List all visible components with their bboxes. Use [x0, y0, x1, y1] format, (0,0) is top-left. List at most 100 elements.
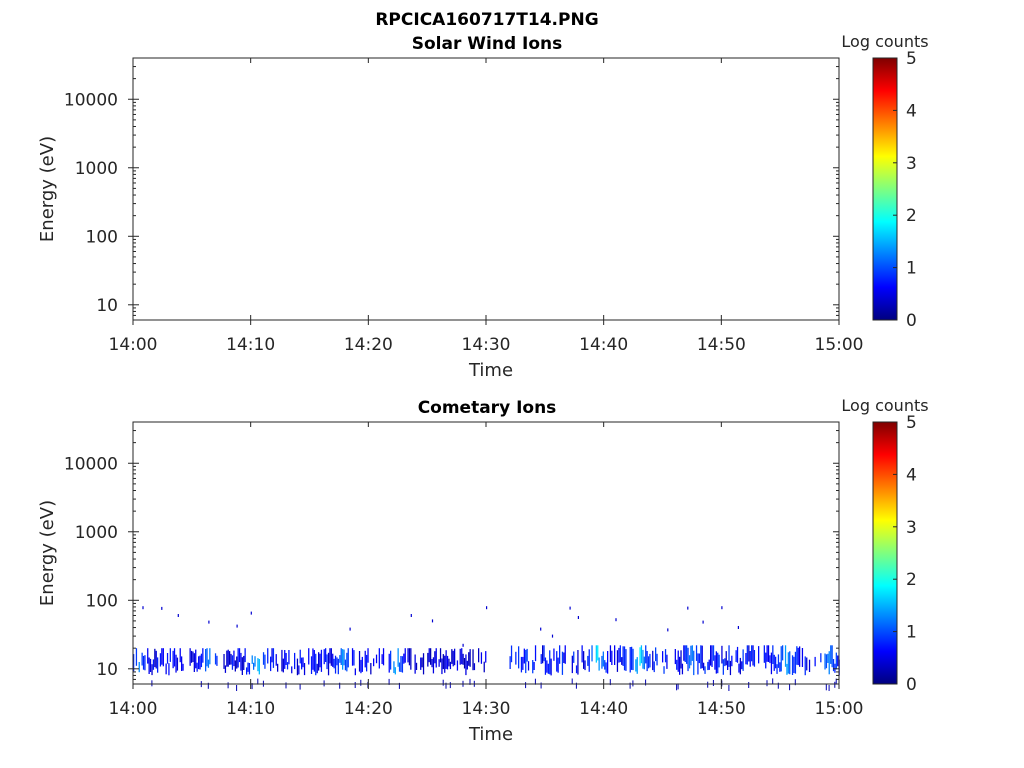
count-cell [179, 648, 181, 663]
count-cell [649, 653, 651, 668]
count-cell [827, 653, 829, 663]
count-cell [310, 656, 313, 674]
count-cell [141, 652, 143, 666]
count-cell [712, 645, 715, 661]
colorbar-tick-label: 0 [906, 311, 917, 331]
colorbar-tick-label: 5 [906, 49, 917, 69]
count-cell [422, 653, 425, 675]
x-axis-label: Time [468, 724, 513, 745]
y-axis: 10 100 1000 10000 [64, 421, 839, 685]
colorbar-frame [872, 57, 898, 321]
count-cell [619, 645, 621, 663]
count-cell [828, 685, 830, 691]
count-cell [257, 678, 259, 685]
count-cell [718, 654, 720, 668]
count-cell [285, 682, 287, 689]
count-cell [390, 650, 392, 670]
count-cell [142, 655, 145, 670]
count-cell [193, 653, 195, 672]
count-cell [525, 682, 527, 689]
spectrogram-area [133, 606, 840, 691]
count-cell [687, 647, 689, 672]
count-cell [680, 650, 682, 669]
count-cell [272, 648, 275, 668]
count-cell [257, 658, 259, 672]
colorbar-tick-label: 0 [906, 675, 917, 695]
count-cell [463, 658, 466, 669]
count-dot [161, 606, 163, 610]
count-cell [749, 651, 751, 667]
count-cell [462, 653, 464, 665]
count-cell [573, 651, 575, 663]
count-cell [285, 653, 287, 665]
count-cell [452, 650, 454, 667]
y-axis-label: Energy (eV) [37, 500, 58, 606]
count-cell [695, 645, 698, 661]
count-cell [378, 648, 380, 669]
count-cell [830, 645, 832, 664]
count-cell [382, 648, 385, 666]
count-cell [542, 645, 544, 664]
count-cell [794, 679, 796, 686]
count-dot [177, 614, 179, 617]
count-cell [518, 646, 520, 669]
count-cell [547, 663, 549, 674]
count-cell [703, 662, 705, 671]
count-cell [148, 657, 150, 674]
count-cell [375, 654, 378, 664]
x-tick-label: 14:40 [579, 699, 628, 719]
count-dot [349, 627, 351, 631]
count-cell [465, 654, 467, 676]
count-dot [737, 626, 739, 629]
count-cell [643, 656, 645, 670]
count-cell [478, 648, 480, 663]
count-cell [780, 646, 782, 672]
count-cell [469, 649, 471, 667]
count-cell [192, 651, 194, 662]
count-cell [161, 648, 163, 665]
count-cell [354, 668, 356, 676]
count-cell [254, 656, 256, 667]
count-cell [763, 645, 765, 663]
count-cell [485, 651, 487, 663]
count-cell [549, 650, 551, 675]
count-cell [334, 655, 337, 674]
count-cell [766, 680, 768, 687]
count-cell [162, 648, 164, 667]
x-axis: 14:00 14:10 14:20 14:30 14:40 14:50 15:00 [109, 58, 864, 355]
count-cell [575, 682, 577, 689]
count-cell [318, 652, 320, 671]
count-dot [687, 606, 689, 610]
count-cell [133, 654, 135, 672]
y-tick-label: 1000 [75, 523, 118, 543]
count-cell [794, 651, 797, 674]
y-tick-label: 1000 [75, 159, 118, 179]
count-cell [288, 650, 290, 665]
colorbar-label: Log counts [841, 32, 928, 51]
count-cell [777, 654, 780, 668]
count-cell [674, 649, 676, 665]
count-cell [316, 663, 318, 674]
count-cell [686, 645, 688, 664]
count-cell [181, 656, 183, 671]
count-cell [298, 665, 300, 675]
colorbar-tick-label: 4 [906, 101, 917, 121]
count-cell [430, 648, 432, 665]
count-cell [835, 678, 837, 685]
count-cell [772, 645, 774, 664]
count-cell [728, 645, 730, 667]
count-cell [721, 645, 723, 664]
count-cell [597, 645, 599, 661]
count-cell [189, 648, 191, 666]
count-dot [615, 618, 617, 622]
count-cell [772, 678, 774, 685]
count-cell [642, 649, 644, 669]
count-cell [614, 645, 616, 665]
count-cell [343, 649, 345, 666]
count-cell [214, 653, 217, 665]
count-cell [151, 664, 153, 676]
count-cell [275, 654, 277, 666]
count-cell [832, 659, 835, 672]
count-cell [520, 656, 523, 673]
count-cell [609, 645, 612, 662]
